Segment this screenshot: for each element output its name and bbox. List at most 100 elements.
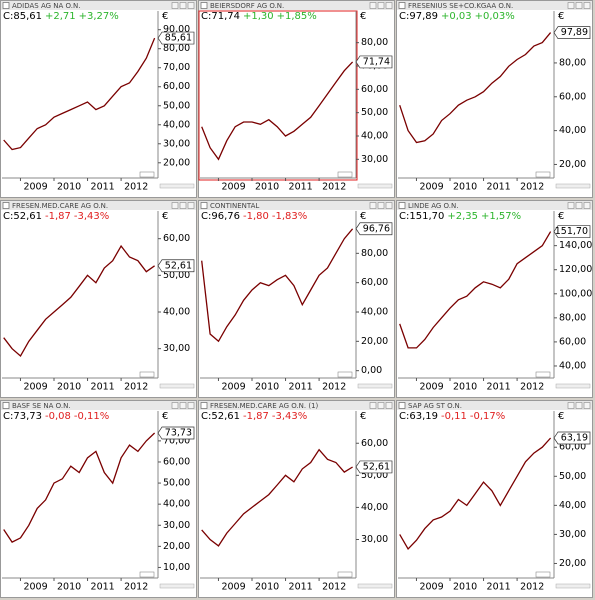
- y-tick-label: 60,00: [559, 442, 586, 453]
- change: -1,80: [243, 211, 269, 222]
- select-box[interactable]: [200, 402, 208, 409]
- price-line: [399, 231, 552, 349]
- scroll-control[interactable]: [357, 183, 393, 189]
- close-button[interactable]: [187, 402, 195, 409]
- close-label: C:52,61: [201, 411, 240, 422]
- chart-panel[interactable]: BASF SE NA O.N.C:73,73 -0,08 -0,11% €10,00 2…: [0, 400, 197, 598]
- chart-panel[interactable]: BEIERSDORF AG O.N.C:71,74 +1,30 +1,85% €30,…: [198, 0, 395, 198]
- menu-button[interactable]: [369, 2, 377, 9]
- y-tick-label: 40,00: [559, 500, 586, 511]
- last-price-label: 52,61: [363, 461, 390, 472]
- x-tick-label: 2011: [289, 582, 313, 593]
- x-tick-label: 2009: [23, 182, 47, 193]
- maximize-button[interactable]: [575, 2, 583, 9]
- scroll-control[interactable]: [555, 183, 591, 189]
- menu-button[interactable]: [567, 202, 575, 209]
- menu-button[interactable]: [369, 202, 377, 209]
- close-button[interactable]: [385, 2, 393, 9]
- maximize-button[interactable]: [179, 2, 187, 9]
- zoom-control[interactable]: [535, 371, 551, 378]
- x-tick-label: 2009: [221, 182, 245, 193]
- menu-button[interactable]: [171, 402, 179, 409]
- scroll-control[interactable]: [159, 583, 195, 589]
- currency: €: [558, 11, 564, 22]
- maximize-button[interactable]: [377, 2, 385, 9]
- maximize-button[interactable]: [179, 202, 187, 209]
- close-button[interactable]: [385, 402, 393, 409]
- menu-button[interactable]: [171, 202, 179, 209]
- x-tick-label: 2010: [453, 382, 477, 393]
- select-box[interactable]: [2, 202, 10, 209]
- y-tick-label: 70,00: [163, 435, 190, 446]
- select-box[interactable]: [2, 2, 10, 9]
- scroll-control[interactable]: [555, 583, 591, 589]
- select-box[interactable]: [2, 402, 10, 409]
- zoom-control[interactable]: [337, 371, 353, 378]
- x-tick-label: 2012: [520, 382, 544, 393]
- select-box[interactable]: [200, 202, 208, 209]
- zoom-control[interactable]: [139, 571, 155, 578]
- menu-button[interactable]: [567, 402, 575, 409]
- close-button[interactable]: [583, 402, 591, 409]
- maximize-button[interactable]: [377, 202, 385, 209]
- maximize-button[interactable]: [575, 402, 583, 409]
- panel-title: FRESEN.MED.CARE AG O.N.: [12, 202, 108, 210]
- close-button[interactable]: [583, 202, 591, 209]
- change: +1,30: [243, 11, 274, 22]
- scroll-control[interactable]: [555, 383, 591, 389]
- zoom-control[interactable]: [139, 371, 155, 378]
- panel-frame: [198, 400, 395, 598]
- panel-title: FRESEN.MED.CARE AG O.N. (1): [210, 402, 319, 410]
- panel-title: LINDE AG O.N.: [408, 202, 458, 210]
- chart-panel[interactable]: FRESEN.MED.CARE AG O.N.C:52,61 -1,87 -3,43…: [0, 200, 197, 398]
- y-tick-label: 30,00: [163, 520, 190, 531]
- header: C:97,89 +0,03 +0,03%: [399, 11, 515, 22]
- zoom-control[interactable]: [337, 571, 353, 578]
- scroll-control[interactable]: [159, 383, 195, 389]
- maximize-button[interactable]: [377, 402, 385, 409]
- close-button[interactable]: [187, 202, 195, 209]
- zoom-control[interactable]: [535, 571, 551, 578]
- menu-button[interactable]: [369, 402, 377, 409]
- maximize-button[interactable]: [575, 202, 583, 209]
- chart-panel[interactable]: SAP AG ST O.N.C:63,19 -0,11 -0,17% €20,00 30…: [396, 400, 593, 598]
- x-tick-label: 2010: [255, 382, 279, 393]
- select-box[interactable]: [200, 2, 208, 9]
- x-tick-label: 2012: [124, 382, 148, 393]
- scroll-control[interactable]: [159, 183, 195, 189]
- y-tick-label: 20,00: [559, 558, 586, 569]
- x-tick-label: 2009: [23, 582, 47, 593]
- close-button[interactable]: [583, 2, 591, 9]
- menu-button[interactable]: [171, 2, 179, 9]
- scroll-control[interactable]: [357, 583, 393, 589]
- change-pct: +0,03%: [475, 11, 515, 22]
- title-bar: [397, 401, 592, 410]
- scroll-control[interactable]: [357, 383, 393, 389]
- y-tick-label: 60,00: [163, 456, 190, 467]
- title-bar: [397, 1, 592, 10]
- zoom-control[interactable]: [535, 171, 551, 178]
- title-bar: [199, 201, 394, 210]
- y-tick-label: 0,00: [361, 365, 382, 376]
- menu-button[interactable]: [567, 2, 575, 9]
- x-tick-label: 2009: [23, 382, 47, 393]
- chart-panel[interactable]: FRESEN.MED.CARE AG O.N. (1)C:52,61 -1,87-…: [198, 400, 395, 598]
- chart-panel[interactable]: LINDE AG O.N.C:151,70 +2,35 +1,57% €40,00 60…: [396, 200, 593, 398]
- close-button[interactable]: [385, 202, 393, 209]
- x-tick-label: 2011: [289, 382, 313, 393]
- panel-frame: [198, 0, 395, 198]
- x-tick-label: 2012: [322, 582, 346, 593]
- select-box[interactable]: [398, 402, 406, 409]
- maximize-button[interactable]: [179, 402, 187, 409]
- zoom-control[interactable]: [337, 171, 353, 178]
- chart-panel[interactable]: ADIDAS AG NA O.N.C:85,61 +2,71 +3,27% €20,0…: [0, 0, 197, 198]
- y-tick-label: 80,00: [361, 248, 388, 259]
- header: C:151,70 +2,35 +1,57%: [399, 211, 521, 222]
- title-bar: [1, 201, 196, 210]
- select-box[interactable]: [398, 202, 406, 209]
- chart-panel[interactable]: FRESENIUS SE+CO.KGAA O.N.C:97,89 +0,03 +0,…: [396, 0, 593, 198]
- select-box[interactable]: [398, 2, 406, 9]
- close-button[interactable]: [187, 2, 195, 9]
- zoom-control[interactable]: [139, 171, 155, 178]
